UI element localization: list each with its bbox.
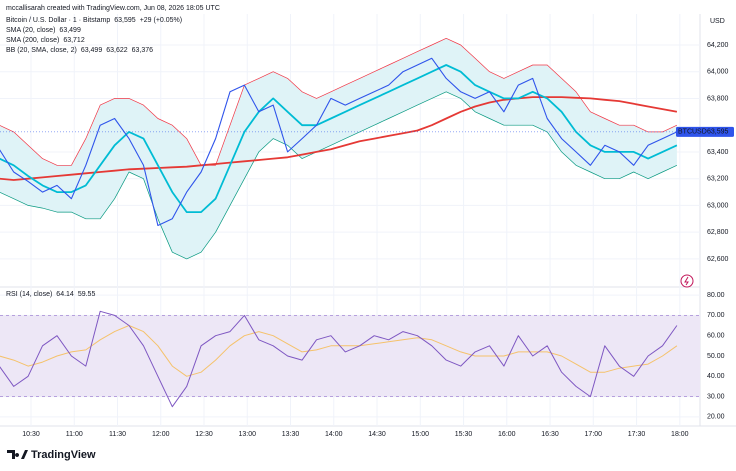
legend-text: 63,376 xyxy=(132,47,154,54)
credit: mccallisarah created with TradingView.co… xyxy=(6,5,220,12)
rsi-band xyxy=(0,315,700,397)
unit: USD xyxy=(710,18,725,25)
series-line xyxy=(0,310,678,408)
legend-text: 64.14 xyxy=(56,291,74,298)
x-tick-label: 12:30 xyxy=(195,431,213,438)
series-line xyxy=(0,64,678,213)
legend-text: RSI (14, close) xyxy=(6,291,52,298)
legend-text: 59.55 xyxy=(78,291,96,298)
y-tick-label: 50.00 xyxy=(707,353,725,360)
y-tick-label: 80.00 xyxy=(707,292,725,299)
x-tick-label: 16:00 xyxy=(498,431,516,438)
band-upper xyxy=(0,37,678,166)
x-tick-label: 17:00 xyxy=(585,431,603,438)
logo-mark xyxy=(7,450,28,459)
brand: TradingView xyxy=(31,449,96,461)
logo: TradingView xyxy=(7,449,96,461)
legend-text: 63,622 xyxy=(106,47,128,54)
legend-text: 63,499 xyxy=(81,47,103,54)
legend-text: 63,712 xyxy=(63,37,85,44)
x-tick-label: 18:00 xyxy=(671,431,689,438)
x-tick-label: 12:00 xyxy=(152,431,170,438)
x-tick-label: 14:00 xyxy=(325,431,343,438)
y-tick-label: 63,400 xyxy=(707,149,729,156)
legend-text: 63,595 xyxy=(114,17,136,24)
y-tick-label: 60.00 xyxy=(707,333,725,340)
price-badge xyxy=(676,126,734,137)
badge-symbol: BTCUSD xyxy=(678,129,707,136)
legend-text: BB (20, SMA, close, 2) xyxy=(6,47,77,54)
alert-bolt xyxy=(684,276,689,286)
y-tick-label: 20.00 xyxy=(707,414,725,421)
legend-text: 63,499 xyxy=(59,27,81,34)
x-tick-label: 17:30 xyxy=(628,431,646,438)
x-tick-label: 16:30 xyxy=(541,431,559,438)
y-tick-label: 62,800 xyxy=(707,229,729,236)
x-tick-label: 11:00 xyxy=(66,431,83,438)
y-tick-label: 64,200 xyxy=(707,42,729,49)
badge-price: 63,595 xyxy=(707,129,729,136)
x-tick-label: 13:30 xyxy=(282,431,300,438)
series-line xyxy=(0,96,678,181)
legend: Bitcoin / U.S. Dollar · 1 · Bitstamp 63,5… xyxy=(6,17,182,298)
legend-text: +29 (+0.05%) xyxy=(140,17,182,24)
y-tick-label: 64,000 xyxy=(707,69,729,76)
band-fill xyxy=(0,38,677,259)
y-tick-label: 70.00 xyxy=(707,312,725,319)
legend-text: Bitcoin / U.S. Dollar · 1 · Bitstamp xyxy=(6,17,110,24)
legend-text: SMA (200, close) xyxy=(6,37,59,44)
y-tick-label: 62,600 xyxy=(707,256,729,263)
series-line xyxy=(0,325,678,377)
x-tick-label: 13:00 xyxy=(239,431,257,438)
alert-icon[interactable] xyxy=(680,274,694,288)
x-tick-label: 15:00 xyxy=(412,431,430,438)
y-tick-label: 40.00 xyxy=(707,373,725,380)
band-lower xyxy=(0,91,678,260)
y-tick-label: 63,000 xyxy=(707,202,729,209)
y-tick-label: 63,200 xyxy=(707,176,729,183)
x-tick-label: 15:30 xyxy=(455,431,473,438)
y-tick-label: 30.00 xyxy=(707,393,725,400)
x-tick-label: 14:30 xyxy=(368,431,386,438)
x-tick-label: 11:30 xyxy=(109,431,126,438)
x-tick-label: 10:30 xyxy=(22,431,40,438)
legend-text: SMA (20, close) xyxy=(6,27,55,34)
series-line xyxy=(0,57,678,227)
y-tick-label: 63,800 xyxy=(707,95,729,102)
